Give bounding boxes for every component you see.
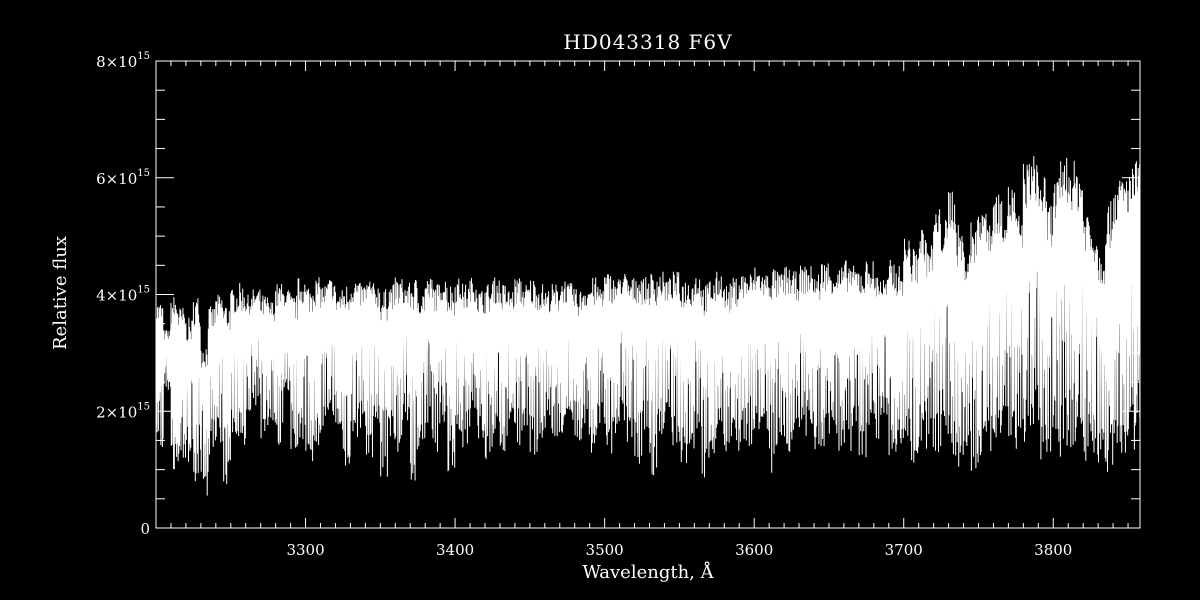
y-tick-label: 6×1015 — [96, 168, 150, 188]
x-tick-label: 3500 — [586, 541, 624, 559]
x-tick-label: 3300 — [286, 541, 324, 559]
y-tick-label: 8×1015 — [96, 51, 150, 71]
plot-area — [155, 156, 1141, 496]
x-tick-label: 3800 — [1034, 541, 1072, 559]
spectrum-line — [155, 156, 1141, 496]
x-tick-label: 3700 — [885, 541, 923, 559]
y-tick-label: 0 — [140, 520, 150, 538]
y-tick-label: 4×1015 — [96, 285, 150, 305]
x-tick-label: 3600 — [735, 541, 773, 559]
x-tick-label: 3400 — [436, 541, 474, 559]
x-axis-label: Wavelength, Å — [582, 561, 714, 583]
chart-title: HD043318 F6V — [563, 30, 732, 54]
y-tick-label: 2×1015 — [96, 401, 150, 421]
y-axis-label: Relative flux — [50, 236, 71, 350]
plot-frame — [155, 60, 1141, 529]
y-axis-ticks: 0 2×1015 4×1015 6×1015 8×1015 — [96, 51, 1140, 538]
x-axis-ticks: 3300 3400 3500 3600 3700 3800 — [155, 61, 1129, 559]
